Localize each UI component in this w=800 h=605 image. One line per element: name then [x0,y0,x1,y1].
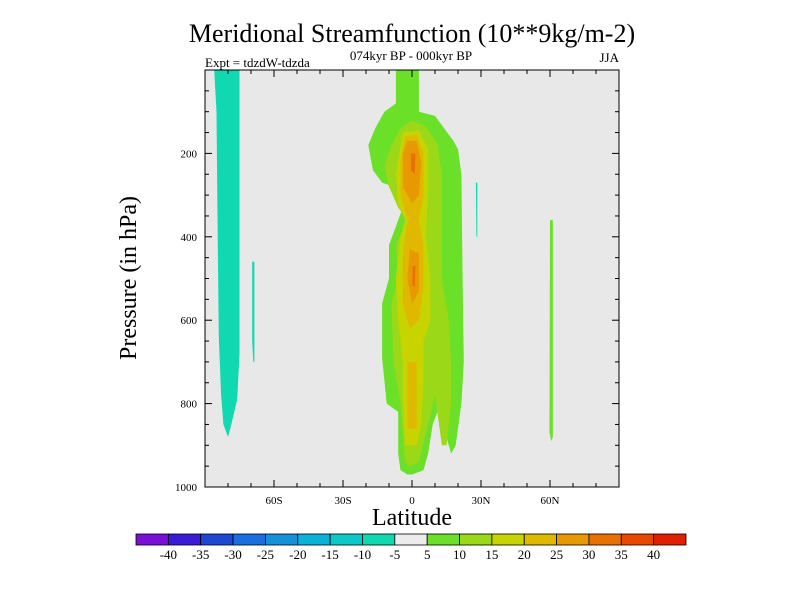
y-tick-label: 800 [181,399,198,411]
x-tick-label: 60S [265,495,282,507]
x-axis-title: Latitude [372,505,452,531]
y-tick-label: 600 [181,315,198,327]
contour-region-neg10-1 [252,261,255,362]
colorbar-swatch [588,533,622,546]
colorbar-swatch [297,533,331,546]
y-tick-label: 400 [181,232,198,244]
colorbar-swatch [491,533,525,546]
colorbar-swatch [426,533,460,546]
colorbar-swatch [523,533,557,546]
colorbar-swatch [653,533,687,546]
colorbar-label: 5 [424,547,431,562]
colorbar-swatch [556,533,590,546]
colorbar-label: 20 [518,547,531,562]
y-tick-label: 200 [181,148,198,160]
colorbar-label: 15 [485,547,498,562]
x-tick-label: 30N [472,495,491,507]
colorbar-label: -35 [192,547,209,562]
contour-regions [214,70,553,475]
colorbar-label: -5 [389,547,400,562]
colorbar-label: -20 [289,547,306,562]
contour-region-pos25-8 [402,140,422,204]
colorbar-swatch [394,533,428,546]
colorbar-swatch [620,533,655,546]
colorbar-swatch [135,533,169,546]
colorbar-label: 10 [453,547,466,562]
colorbar-label: -15 [321,547,338,562]
colorbar-label: -25 [257,547,274,562]
contour-region-neg10-2 [475,182,478,237]
x-tick-label: 60N [541,495,560,507]
contour-region-pos30-11 [412,266,416,287]
x-tick-label: 30S [334,495,351,507]
contour-region-pos5-12 [549,220,553,442]
experiment-label: Expt = tdzdW-tdzda [205,55,310,70]
axis-ticks: 60S 30S 0 30N 60N 200 400 600 800 1000 [175,70,619,507]
season-label: JJA [599,50,619,65]
colorbar-label: -10 [354,547,371,562]
colorbar-swatch [200,533,234,546]
colorbar-swatch [167,533,202,546]
colorbar-label: 35 [615,547,628,562]
colorbar-swatch [265,533,299,546]
contour-region-pos30-10 [410,153,416,175]
colorbar-swatch [362,533,396,546]
colorbar-label: 25 [550,547,563,562]
colorbar-swatch [232,533,266,546]
colorbar-swatch [459,533,493,546]
colorbar-label: 40 [647,547,660,562]
chart-title: Meridional Streamfunction (10**9kg/m-2) [189,19,635,48]
chart-subtitle: 074kyr BP - 000kyr BP [350,48,472,63]
colorbar-swatch [329,533,363,546]
contour-region-pos20-7 [407,361,417,429]
colorbar-label: -30 [224,547,241,562]
y-tick-label: 1000 [175,482,198,494]
colorbar-label: -40 [160,547,177,562]
y-axis-title: Pressure (in hPa) [116,196,142,360]
colorbar: -40 -35 -30 -25 -20 -15 -10 -5 5 10 15 20 25 30 35 40 [135,533,687,562]
colorbar-label: 30 [582,547,595,562]
x-tick-label: 0 [409,495,415,507]
contour-region-neg10-0 [214,70,240,437]
